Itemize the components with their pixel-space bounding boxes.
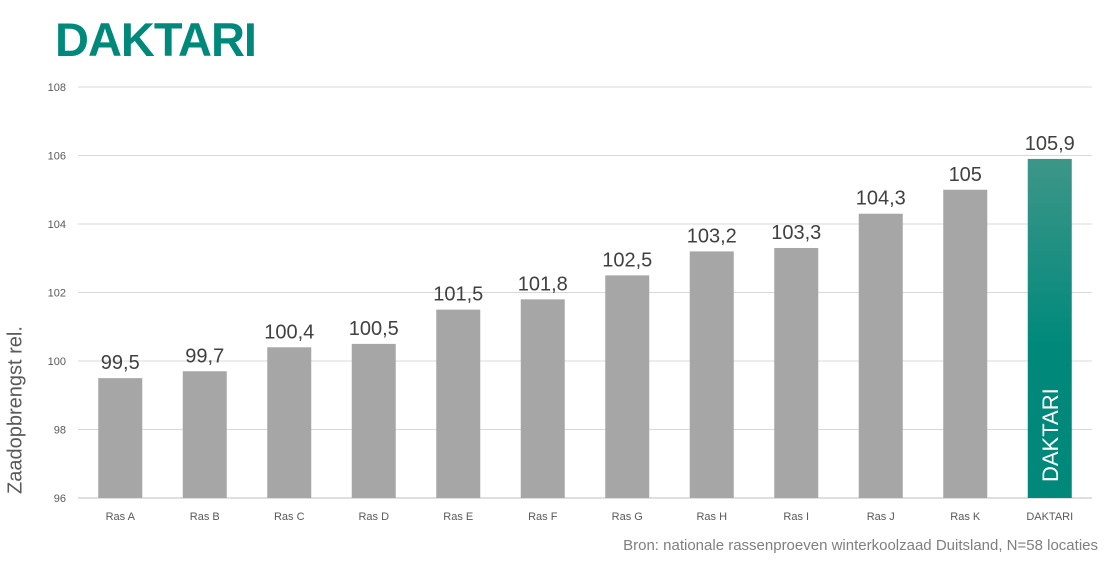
bar [351, 343, 396, 498]
bar [182, 371, 227, 498]
bar [520, 299, 565, 498]
y-tick-label: 108 [48, 82, 66, 94]
bar [774, 247, 819, 498]
data-label: 105 [949, 164, 982, 186]
data-label: 104,3 [856, 188, 906, 210]
bar [943, 189, 988, 498]
category-label: Ras B [190, 511, 220, 523]
category-label: Ras J [867, 511, 895, 523]
bar [605, 275, 650, 498]
data-label: 99,7 [185, 345, 224, 367]
category-label: Ras E [443, 511, 473, 523]
gridlines [78, 86, 1092, 499]
category-label: Ras H [696, 511, 727, 523]
data-label: 103,2 [687, 225, 737, 247]
bar-highlight [1027, 158, 1072, 499]
category-label: Ras I [783, 511, 809, 523]
bars [98, 158, 1072, 499]
bar [267, 347, 312, 498]
data-label: 100,5 [349, 318, 399, 340]
y-tick-label: 96 [54, 493, 66, 505]
data-label: 99,5 [101, 352, 140, 374]
bar [689, 251, 734, 498]
y-tick-label: 100 [48, 356, 66, 368]
data-label: 103,3 [771, 222, 821, 244]
category-label: Ras A [106, 511, 136, 523]
y-tick-label: 98 [54, 425, 66, 437]
category-label: Ras D [358, 511, 389, 523]
data-label: 102,5 [602, 249, 652, 271]
data-label: 105,9 [1025, 133, 1075, 155]
source-note: Bron: nationale rassenproeven winterkool… [623, 537, 1098, 554]
category-label: DAKTARI [1026, 511, 1073, 523]
y-tick-label: 102 [48, 288, 66, 300]
page-title: DAKTARI [55, 13, 257, 66]
y-tick-label: 106 [48, 151, 66, 163]
bar [98, 378, 143, 498]
data-label: 101,8 [518, 273, 568, 295]
bar [436, 309, 481, 498]
data-label: 101,5 [433, 284, 483, 306]
x-axis-categories: Ras A Ras B Ras C Ras D Ras E Ras F Ras G Ras H… [106, 511, 1074, 523]
category-label: Ras K [950, 511, 981, 523]
y-axis-ticks: 96 98 100 102 104 106 108 [48, 82, 66, 505]
category-label: Ras C [274, 511, 305, 523]
bar [858, 213, 903, 498]
data-label: 100,4 [264, 321, 314, 343]
data-labels: 99,5 99,7 100,4 100,5 101,5 101,8 102,5 103,2 10… [101, 133, 1075, 482]
category-label: Ras G [612, 511, 643, 523]
category-label: Ras F [528, 511, 558, 523]
bar-inner-label: DAKTARI [1038, 388, 1063, 482]
y-tick-label: 104 [48, 219, 66, 231]
